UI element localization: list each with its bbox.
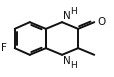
Text: H: H bbox=[70, 7, 77, 16]
Text: N: N bbox=[63, 56, 70, 66]
Text: N: N bbox=[63, 11, 70, 21]
Text: F: F bbox=[1, 43, 7, 53]
Text: H: H bbox=[70, 61, 77, 70]
Text: O: O bbox=[97, 17, 105, 27]
